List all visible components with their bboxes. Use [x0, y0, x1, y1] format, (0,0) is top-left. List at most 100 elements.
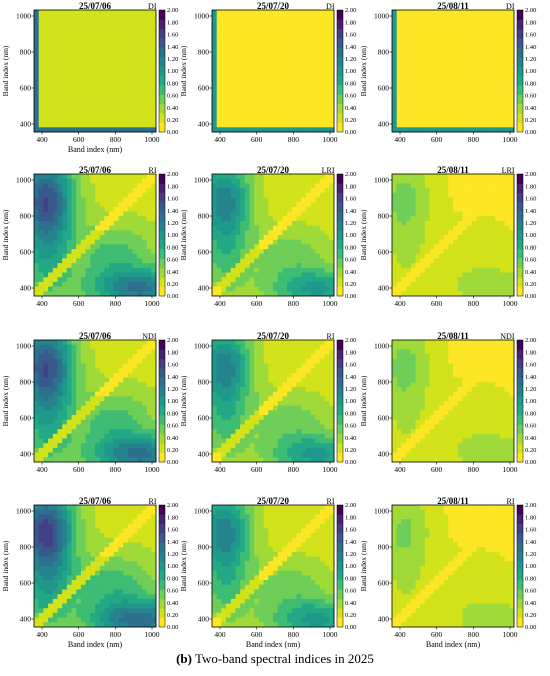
heatmap-cell: [146, 235, 152, 241]
heatmap-cell: [406, 239, 412, 245]
heatmap-cell: [66, 447, 72, 454]
heatmap-cell: [495, 61, 501, 67]
heatmap-cell: [127, 452, 133, 458]
heatmap-cell: [434, 197, 440, 203]
heatmap-cell: [438, 52, 445, 58]
heatmap-cell: [504, 19, 510, 25]
heatmap-cell: [406, 89, 412, 95]
heatmap-cell: [76, 202, 82, 208]
heatmap-cell: [434, 38, 440, 44]
heatmap-cell: [95, 197, 101, 203]
colorbar-tick-label: 0.20: [525, 117, 536, 124]
heatmap-cell: [457, 281, 463, 288]
heatmap-cell: [38, 424, 44, 430]
heatmap-cell: [396, 197, 402, 203]
heatmap-cell: [80, 80, 87, 86]
heatmap-cell: [52, 66, 58, 72]
heatmap-cell: [495, 89, 501, 95]
heatmap-cell: [34, 258, 40, 264]
heatmap-cell: [90, 396, 96, 402]
heatmap-cell: [415, 253, 421, 259]
heatmap-cell: [471, 267, 477, 273]
heatmap-cell: [273, 267, 279, 273]
y-tick-label: 800: [198, 212, 210, 221]
heatmap-cell: [141, 99, 148, 105]
heatmap-cell: [118, 267, 124, 273]
heatmap-cell: [396, 192, 402, 198]
heatmap-cell: [123, 174, 129, 180]
heatmap-cell: [127, 263, 133, 269]
heatmap-cell: [57, 108, 63, 114]
heatmap-cell: [415, 291, 421, 297]
heatmap-cell: [305, 19, 311, 25]
heatmap-cell: [62, 235, 68, 241]
heatmap-cell: [137, 429, 143, 435]
heatmap-cell: [476, 47, 482, 53]
heatmap-cell: [244, 197, 250, 203]
heatmap-cell: [467, 10, 473, 16]
heatmap-cell: [66, 281, 72, 288]
heatmap-cell: [448, 291, 454, 297]
heatmap-cell: [471, 28, 477, 34]
heatmap-cell: [113, 19, 119, 25]
heatmap-cell: [462, 183, 468, 189]
heatmap-cell: [43, 438, 49, 444]
heatmap-cell: [132, 239, 138, 245]
heatmap-cell: [310, 286, 316, 292]
heatmap-cell: [212, 117, 218, 124]
heatmap-cell: [113, 249, 119, 255]
heatmap-cell: [212, 178, 218, 184]
heatmap-cell: [438, 117, 445, 124]
heatmap-cell: [490, 286, 496, 292]
heatmap-cell: [296, 206, 302, 212]
heatmap-cell: [410, 174, 416, 180]
heatmap-cell: [80, 230, 87, 236]
heatmap-cell: [310, 85, 316, 91]
heatmap-cell: [448, 113, 454, 119]
heatmap-cell: [240, 85, 246, 91]
heatmap-cell: [151, 253, 157, 259]
heatmap-cell: [127, 188, 133, 194]
heatmap-cell: [277, 235, 283, 241]
heatmap-cell: [263, 24, 269, 30]
heatmap-cell: [305, 99, 311, 105]
heatmap-cell: [315, 183, 321, 189]
heatmap-cell: [476, 225, 482, 231]
heatmap-cell: [406, 113, 412, 119]
heatmap-cell: [296, 263, 302, 269]
heatmap-cell: [52, 349, 58, 355]
heatmap-cell: [76, 108, 82, 114]
heatmap-cell: [216, 19, 222, 25]
heatmap-cell: [52, 220, 58, 227]
heatmap-cell: [52, 447, 58, 454]
heatmap-cell: [212, 211, 218, 217]
heatmap-cell: [429, 80, 435, 86]
heatmap-cell: [137, 99, 143, 105]
heatmap-cell: [127, 85, 133, 91]
heatmap-cell: [127, 415, 133, 421]
heatmap-cell: [301, 127, 307, 133]
heatmap-cell: [319, 216, 326, 222]
heatmap-cell: [471, 291, 477, 297]
heatmap-cell: [52, 192, 58, 198]
heatmap-cell: [113, 291, 119, 297]
x-tick-label: 800: [110, 299, 122, 308]
heatmap-cell: [329, 127, 335, 133]
heatmap-cell: [282, 66, 288, 72]
heatmap-cell: [277, 19, 283, 25]
heatmap-cell: [296, 192, 302, 198]
colorbar-tick-label: 0.00: [167, 129, 178, 136]
heatmap-cell: [282, 52, 288, 58]
heatmap-cell: [420, 85, 426, 91]
heatmap-cell: [48, 66, 54, 72]
heatmap-cell: [118, 452, 124, 458]
heatmap-cell: [216, 281, 222, 288]
heatmap-cell: [319, 94, 326, 100]
colorbar-swatch: [159, 286, 165, 297]
heatmap-cell: [71, 19, 77, 25]
heatmap-cell: [481, 197, 487, 203]
heatmap-cell: [90, 28, 96, 34]
heatmap-cell: [52, 178, 58, 184]
heatmap-cell: [315, 253, 321, 259]
heatmap-cell: [137, 202, 143, 208]
